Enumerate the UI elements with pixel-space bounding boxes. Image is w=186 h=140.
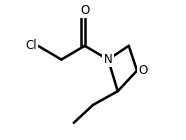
Text: Cl: Cl (25, 39, 37, 52)
Text: O: O (138, 64, 148, 77)
Text: N: N (104, 53, 113, 66)
Text: O: O (80, 4, 89, 17)
